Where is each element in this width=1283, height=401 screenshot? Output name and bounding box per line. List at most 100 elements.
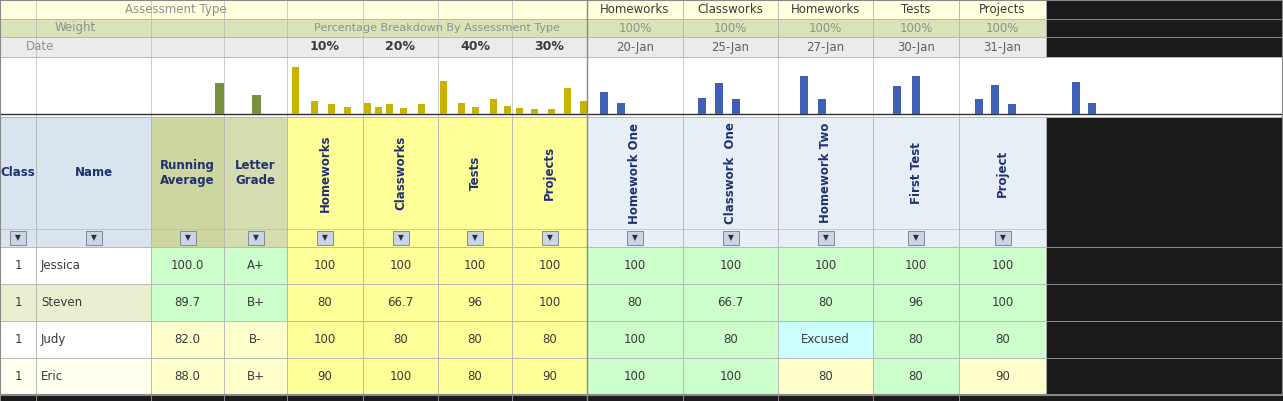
Bar: [400, 107, 407, 114]
Text: Percentage Breakdown By Assessment Type: Percentage Breakdown By Assessment Type: [314, 23, 559, 33]
Text: 80: 80: [819, 370, 833, 383]
Text: Class: Class: [0, 166, 36, 180]
Bar: [512, 247, 588, 284]
Text: 100: 100: [539, 259, 561, 272]
Text: 100: 100: [720, 259, 742, 272]
Bar: [0, 0, 588, 19]
Bar: [541, 231, 558, 245]
Text: Homeworks: Homeworks: [790, 3, 860, 16]
Bar: [386, 104, 393, 114]
Bar: [683, 117, 777, 247]
Bar: [287, 358, 363, 395]
Text: ▼: ▼: [472, 233, 479, 243]
Bar: [0, 57, 1283, 117]
Text: 100%: 100%: [713, 22, 747, 34]
Bar: [777, 284, 872, 321]
Bar: [872, 37, 958, 57]
Text: ▼: ▼: [547, 233, 553, 243]
Bar: [364, 103, 371, 114]
Text: Projects: Projects: [543, 146, 556, 200]
Bar: [893, 87, 901, 114]
Text: Homework Two: Homework Two: [819, 123, 831, 223]
Text: ▼: ▼: [913, 233, 919, 243]
Bar: [344, 107, 352, 114]
Text: Steven: Steven: [41, 296, 82, 309]
Bar: [363, 284, 438, 321]
Text: 90: 90: [996, 370, 1010, 383]
Text: Tests: Tests: [468, 156, 481, 190]
Bar: [225, 229, 287, 247]
Bar: [438, 358, 512, 395]
Text: ▼: ▼: [253, 233, 258, 243]
Bar: [990, 85, 999, 114]
Text: 89.7: 89.7: [174, 296, 200, 309]
Bar: [516, 107, 523, 114]
Bar: [908, 231, 924, 245]
Bar: [287, 284, 363, 321]
Bar: [363, 321, 438, 358]
Bar: [363, 117, 438, 247]
Bar: [872, 358, 958, 395]
Text: 100: 100: [992, 259, 1014, 272]
Bar: [819, 99, 826, 114]
Text: First Test: First Test: [910, 142, 922, 204]
Text: Classworks: Classworks: [394, 136, 407, 210]
Text: Classworks: Classworks: [698, 3, 763, 16]
Bar: [958, 229, 1046, 247]
Bar: [0, 37, 588, 57]
Bar: [698, 98, 706, 114]
Text: ▼: ▼: [822, 233, 829, 243]
Text: 1: 1: [14, 296, 22, 309]
Bar: [958, 321, 1046, 358]
Text: 80: 80: [467, 370, 482, 383]
Text: 100: 100: [905, 259, 928, 272]
Bar: [777, 321, 872, 358]
Text: 20-Jan: 20-Jan: [616, 41, 654, 53]
Text: Eric: Eric: [41, 370, 63, 383]
Text: Date: Date: [26, 41, 54, 53]
Bar: [36, 229, 151, 247]
Bar: [975, 99, 983, 114]
Text: B+: B+: [246, 370, 264, 383]
Bar: [958, 19, 1046, 37]
Text: 1: 1: [14, 370, 22, 383]
Bar: [438, 321, 512, 358]
Text: 80: 80: [467, 333, 482, 346]
Bar: [872, 229, 958, 247]
Text: Projects: Projects: [979, 3, 1025, 16]
Bar: [627, 231, 643, 245]
Text: ▼: ▼: [15, 233, 21, 243]
Text: 100: 100: [314, 333, 336, 346]
Text: A+: A+: [246, 259, 264, 272]
Text: Assessment Type: Assessment Type: [126, 3, 227, 16]
Text: 30%: 30%: [535, 41, 565, 53]
Bar: [0, 229, 36, 247]
Text: 27-Jan: 27-Jan: [807, 41, 844, 53]
Bar: [588, 117, 683, 247]
Text: Homeworks: Homeworks: [318, 134, 331, 212]
Bar: [458, 103, 464, 114]
Bar: [438, 117, 512, 247]
Bar: [512, 358, 588, 395]
Bar: [36, 117, 151, 247]
Text: 100: 100: [992, 296, 1014, 309]
Text: Project: Project: [996, 150, 1008, 196]
Text: 1: 1: [14, 333, 22, 346]
Bar: [512, 229, 588, 247]
Bar: [588, 37, 683, 57]
Bar: [588, 19, 683, 37]
Bar: [225, 284, 287, 321]
Bar: [248, 231, 263, 245]
Bar: [151, 284, 225, 321]
Bar: [216, 83, 225, 114]
Bar: [912, 76, 920, 114]
Bar: [1088, 103, 1096, 114]
Text: Classwork  One: Classwork One: [724, 122, 736, 224]
Bar: [683, 247, 777, 284]
Bar: [225, 117, 287, 247]
Text: 80: 80: [393, 333, 408, 346]
Text: ▼: ▼: [633, 233, 638, 243]
Bar: [994, 231, 1011, 245]
Bar: [512, 117, 588, 247]
Bar: [363, 247, 438, 284]
